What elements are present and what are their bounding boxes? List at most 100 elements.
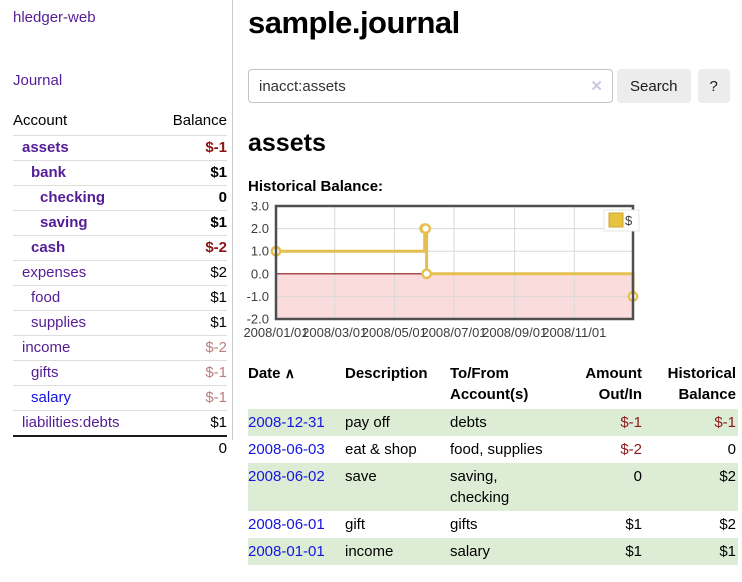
transaction-accounts: salary bbox=[450, 538, 562, 565]
sidebar-account-link[interactable]: bank bbox=[31, 164, 67, 181]
transaction-date-link[interactable]: 2008-01-01 bbox=[248, 543, 325, 560]
account-row: gifts $-1 bbox=[13, 360, 227, 386]
search-input[interactable] bbox=[248, 69, 613, 103]
chart-title: Historical Balance: bbox=[248, 178, 384, 195]
transaction-accounts: gifts bbox=[450, 516, 478, 533]
sidebar-account-link[interactable]: cash bbox=[31, 239, 66, 256]
account-row: salary $-1 bbox=[13, 385, 227, 411]
sidebar-account-link[interactable]: expenses bbox=[22, 264, 87, 281]
sidebar-account-link[interactable]: income bbox=[22, 339, 71, 356]
account-balance: $1 bbox=[154, 160, 227, 186]
svg-text:2008/03/01: 2008/03/01 bbox=[302, 325, 367, 340]
svg-text:$: $ bbox=[625, 213, 633, 228]
transaction-row: 2008-06-02 save saving, checking 0 $2 bbox=[248, 463, 738, 511]
sidebar-account-link[interactable]: saving bbox=[40, 214, 88, 231]
svg-text:1.0: 1.0 bbox=[251, 244, 269, 259]
transaction-date-link[interactable]: 2008-12-31 bbox=[248, 414, 325, 431]
transaction-date-link[interactable]: 2008-06-03 bbox=[248, 441, 325, 458]
transaction-amount: $-2 bbox=[620, 441, 642, 458]
account-balance: $1 bbox=[154, 310, 227, 336]
account-row: saving $1 bbox=[13, 210, 227, 236]
account-column-header: Account bbox=[13, 112, 68, 129]
transaction-row: 2008-06-01 gift gifts $1 $2 bbox=[248, 511, 738, 538]
transaction-accounts: food, supplies bbox=[450, 441, 543, 458]
transaction-row: 2008-06-03 eat & shop food, supplies $-2… bbox=[248, 436, 738, 463]
transaction-amount: 0 bbox=[562, 463, 642, 511]
clear-search-icon[interactable]: ✕ bbox=[590, 78, 603, 95]
sidebar-account-link[interactable]: checking bbox=[40, 189, 106, 206]
account-row: supplies $1 bbox=[13, 310, 227, 336]
main-content: sample.journal ✕ Search ? assets Histori… bbox=[243, 0, 742, 565]
page-title: sample.journal bbox=[248, 5, 460, 40]
account-row: cash $-2 bbox=[13, 235, 227, 261]
account-balance: $1 bbox=[154, 210, 227, 236]
sidebar-account-link[interactable]: gifts bbox=[31, 364, 59, 381]
sidebar-account-link[interactable]: food bbox=[31, 289, 61, 306]
description-column-header: Description bbox=[345, 365, 428, 382]
sidebar-account-link[interactable]: supplies bbox=[31, 314, 87, 331]
account-balance: $-1 bbox=[154, 135, 227, 161]
help-button[interactable]: ? bbox=[697, 69, 730, 103]
transaction-description: gift bbox=[345, 516, 366, 533]
balance-column-header: Balance bbox=[172, 112, 227, 129]
account-balance: $-2 bbox=[154, 235, 227, 261]
account-row: assets $-1 bbox=[13, 135, 227, 161]
transaction-date-link[interactable]: 2008-06-01 bbox=[248, 516, 325, 533]
register-table: Date ∧ Description To/From Account(s) Am… bbox=[248, 363, 738, 565]
transaction-description: pay off bbox=[345, 409, 450, 436]
transaction-balance: $2 bbox=[642, 463, 738, 511]
transaction-description: eat & shop bbox=[345, 441, 417, 458]
transaction-description: income bbox=[345, 538, 450, 565]
balance-column-header: Historical Balance bbox=[667, 365, 736, 403]
account-row: food $1 bbox=[13, 285, 227, 311]
date-column-header[interactable]: Date ∧ bbox=[248, 365, 295, 382]
historical-balance-chart: 3.0 2.0 1.0 0.0 -1.0 -2.02008/01/012008/03/01… bbox=[243, 202, 640, 340]
transaction-amount: $-1 bbox=[562, 409, 642, 436]
transaction-amount: $1 bbox=[562, 538, 642, 565]
transaction-balance: $-1 bbox=[642, 409, 738, 436]
sidebar-account-link[interactable]: assets bbox=[22, 139, 69, 156]
search-bar: ✕ Search ? bbox=[248, 69, 742, 103]
amount-column-header: Amount Out/In bbox=[585, 365, 642, 403]
accounts-table-header: Account Balance bbox=[13, 109, 227, 136]
svg-text:-2.0: -2.0 bbox=[247, 312, 269, 327]
account-balance: $-1 bbox=[154, 385, 227, 411]
sort-ascending-icon: ∧ bbox=[284, 365, 295, 381]
account-balance: $1 bbox=[154, 410, 227, 436]
svg-text:0.0: 0.0 bbox=[251, 266, 269, 281]
transaction-row: 2008-01-01 income salary $1 $1 bbox=[248, 538, 738, 565]
app-title-link[interactable]: hledger-web bbox=[13, 9, 96, 26]
svg-text:2008/01/01: 2008/01/01 bbox=[243, 325, 308, 340]
register-header-row: Date ∧ Description To/From Account(s) Am… bbox=[248, 363, 738, 409]
transaction-balance: $1 bbox=[642, 538, 738, 565]
transaction-accounts: saving, checking bbox=[450, 463, 562, 511]
account-heading: assets bbox=[248, 129, 326, 157]
svg-text:-1.0: -1.0 bbox=[247, 289, 269, 304]
account-balance: $-2 bbox=[154, 335, 227, 361]
transaction-accounts: debts bbox=[450, 409, 562, 436]
account-row: income $-2 bbox=[13, 335, 227, 361]
search-button[interactable]: Search bbox=[617, 69, 691, 103]
sidebar-account-link[interactable]: salary bbox=[31, 389, 72, 406]
sidebar-account-link[interactable]: liabilities:debts bbox=[22, 414, 120, 431]
sidebar-item-journal[interactable]: Journal bbox=[13, 72, 63, 89]
search-box: ✕ bbox=[248, 69, 613, 103]
svg-text:2.0: 2.0 bbox=[251, 221, 269, 236]
accounts-column-header: To/From Account(s) bbox=[450, 365, 529, 403]
account-row: expenses $2 bbox=[13, 260, 227, 286]
account-row: liabilities:debts $1 bbox=[13, 410, 227, 436]
accounts-total-row: 0 bbox=[13, 435, 227, 461]
transaction-description: save bbox=[345, 463, 450, 511]
account-row: checking 0 bbox=[13, 185, 227, 211]
svg-text:2008/09/01: 2008/09/01 bbox=[482, 325, 547, 340]
account-balance: 0 bbox=[154, 185, 227, 211]
account-row: bank $1 bbox=[13, 160, 227, 186]
transaction-row: 2008-12-31 pay off debts $-1 $-1 bbox=[248, 409, 738, 436]
transaction-date-link[interactable]: 2008-06-02 bbox=[248, 468, 325, 485]
transaction-balance: $2 bbox=[719, 516, 736, 533]
svg-text:2008/05/01: 2008/05/01 bbox=[362, 325, 427, 340]
accounts-total-value: 0 bbox=[154, 435, 227, 461]
account-balance: $1 bbox=[154, 285, 227, 311]
transaction-amount: $1 bbox=[625, 516, 642, 533]
svg-text:2008/11/01: 2008/11/01 bbox=[542, 325, 606, 340]
